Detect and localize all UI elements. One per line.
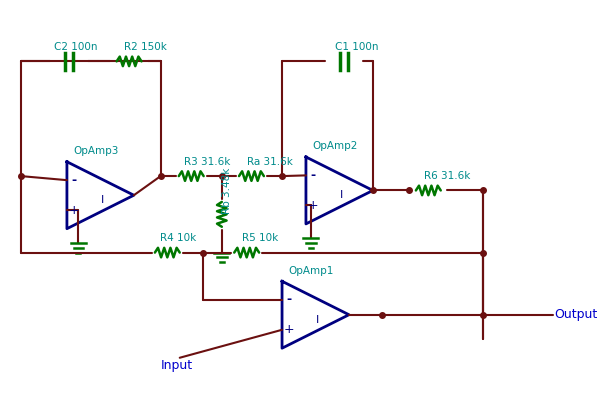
Text: I: I bbox=[316, 314, 319, 324]
Text: C2 100n: C2 100n bbox=[55, 42, 98, 52]
Text: -: - bbox=[286, 293, 291, 306]
Text: Input: Input bbox=[161, 359, 193, 372]
Text: R5 10k: R5 10k bbox=[242, 233, 278, 243]
Text: OpAmp2: OpAmp2 bbox=[312, 141, 358, 151]
Text: -: - bbox=[310, 169, 315, 182]
Text: I: I bbox=[340, 190, 343, 200]
Text: +: + bbox=[68, 204, 79, 217]
Text: C1 100n: C1 100n bbox=[335, 42, 378, 52]
Text: R4 10k: R4 10k bbox=[160, 233, 196, 243]
Text: Ra 31.6k: Ra 31.6k bbox=[247, 157, 293, 167]
Text: R3 31.6k: R3 31.6k bbox=[184, 157, 230, 167]
Text: Rb 3.48k: Rb 3.48k bbox=[221, 168, 232, 214]
Text: R6 31.6k: R6 31.6k bbox=[424, 171, 470, 181]
Text: -: - bbox=[71, 174, 76, 187]
Text: R2 150k: R2 150k bbox=[124, 42, 167, 52]
Text: OpAmp3: OpAmp3 bbox=[73, 146, 118, 156]
Text: Output: Output bbox=[554, 308, 598, 321]
Text: I: I bbox=[101, 195, 104, 205]
Text: +: + bbox=[307, 199, 318, 212]
Text: OpAmp1: OpAmp1 bbox=[288, 266, 334, 276]
Text: +: + bbox=[283, 323, 294, 336]
